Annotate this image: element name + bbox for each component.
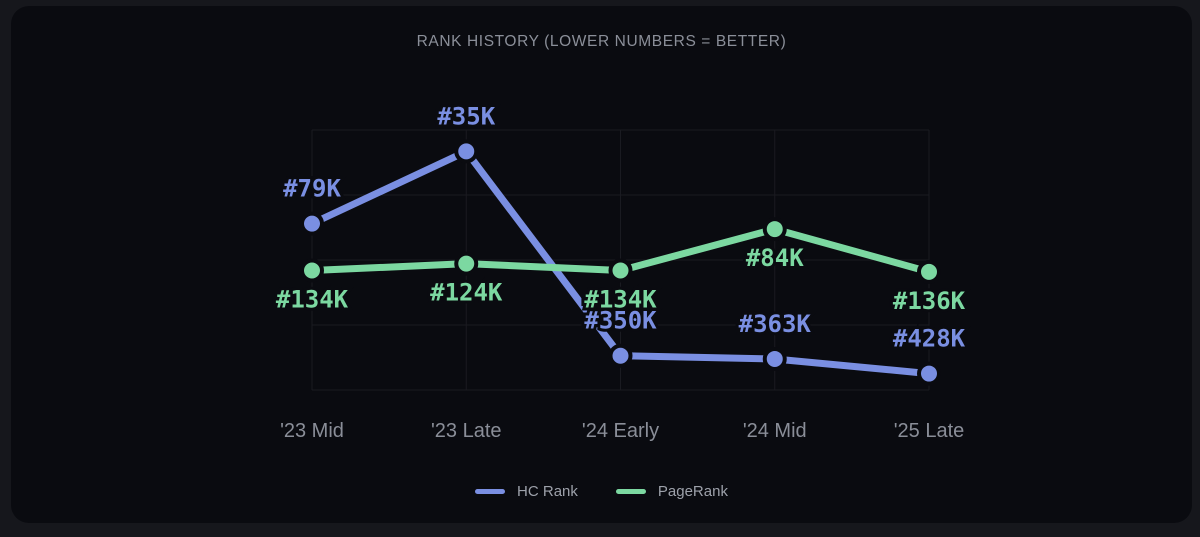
point-hc-rank-1[interactable] [454,139,479,164]
x-axis-label-1: '23 Late [431,420,502,442]
point-pagerank-2[interactable] [608,258,633,283]
point-pagerank-0[interactable] [300,258,324,283]
point-hc-rank-4[interactable] [917,361,941,386]
value-label-pagerank-2: #134K [584,286,657,314]
point-hc-rank-3[interactable] [762,346,787,371]
pagerank-line-swatch-icon [615,488,646,494]
value-label-hc-rank-2: #350K [584,307,657,335]
value-label-pagerank-0: #134K [276,286,349,314]
value-label-hc-rank-4: #428K [893,325,966,353]
x-axis-label-3: '24 Mid [743,420,807,442]
rank-history-chart: #79K #35K #350K #363K #428K #134K #124K #134K #8… [273,99,969,442]
x-axis-label-0: '23 Mid [280,420,344,442]
hc-rank-line-swatch-icon [475,488,506,494]
value-label-pagerank-1: #124K [430,279,503,307]
rank-history-card: RANK HISTORY (LOWER NUMBERS = BETTER) #7… [11,6,1192,523]
point-pagerank-1[interactable] [454,251,479,276]
value-label-pagerank-3: #84K [746,244,804,272]
legend-label-hc-rank: HC Rank [517,482,578,500]
point-hc-rank-0[interactable] [300,211,324,236]
point-hc-rank-2[interactable] [608,343,633,368]
legend-item-pagerank[interactable]: PageRank [615,482,728,500]
x-axis-label-4: '25 Late [894,420,965,442]
legend-label-pagerank: PageRank [657,482,728,500]
value-label-hc-rank-1: #35K [437,102,495,130]
x-axis-label-2: '24 Early [582,420,659,442]
chart-title: RANK HISTORY (LOWER NUMBERS = BETTER) [416,33,787,50]
point-pagerank-4[interactable] [917,259,941,284]
legend-item-hc-rank[interactable]: HC Rank [475,483,578,500]
value-label-pagerank-4: #136K [893,287,966,315]
value-label-hc-rank-0: #79K [283,175,341,203]
chart-legend: HC Rank PageRank [11,478,1192,504]
value-label-hc-rank-3: #363K [739,310,812,338]
point-pagerank-3[interactable] [762,217,787,242]
